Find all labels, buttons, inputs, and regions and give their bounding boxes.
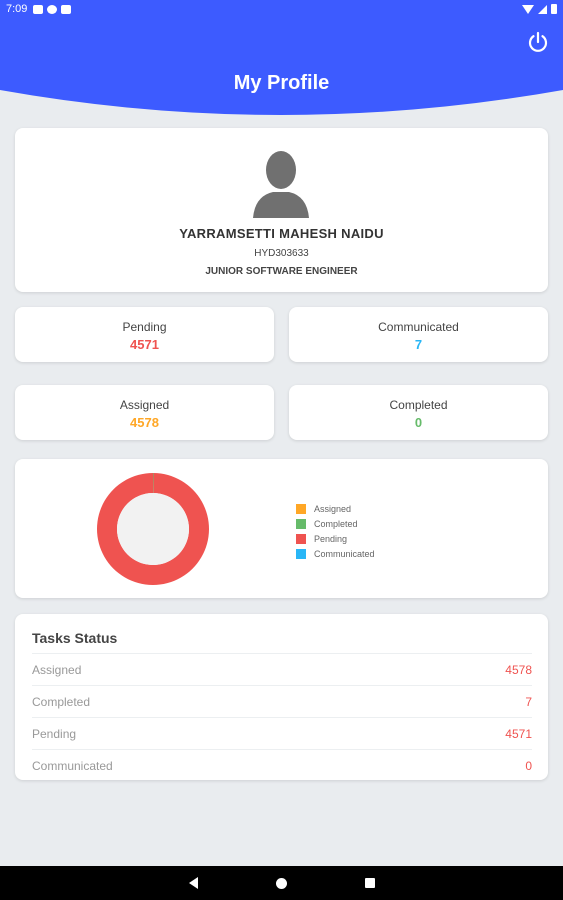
task-value: 0	[525, 758, 532, 773]
task-row-completed: Completed 7	[32, 685, 532, 717]
stat-card-pending[interactable]: Pending 4571	[15, 307, 274, 362]
notification-icon	[33, 4, 44, 14]
sd-card-icon	[61, 4, 72, 14]
stat-value: 4578	[130, 415, 159, 430]
task-label: Assigned	[32, 662, 82, 677]
status-bar: 7:09	[0, 0, 563, 18]
back-icon[interactable]	[188, 877, 198, 889]
stat-card-assigned[interactable]: Assigned 4578	[15, 385, 274, 440]
donut-hole	[117, 493, 189, 565]
employee-role: JUNIOR SOFTWARE ENGINEER	[205, 266, 358, 277]
recent-apps-icon[interactable]	[364, 878, 375, 888]
power-icon[interactable]	[526, 30, 550, 54]
legend-swatch	[296, 548, 306, 559]
task-label: Communicated	[32, 758, 113, 773]
task-row-pending: Pending 4571	[32, 717, 532, 749]
stat-label: Assigned	[119, 398, 170, 412]
app-header: My Profile	[0, 0, 563, 118]
tasks-status-card: Tasks Status Assigned 4578 Completed 7 P…	[15, 614, 548, 780]
legend-label: Pending	[314, 533, 348, 544]
signal-icon	[538, 4, 547, 14]
home-icon[interactable]	[275, 877, 287, 889]
task-row-assigned: Assigned 4578	[32, 653, 532, 685]
donut-chart[interactable]	[97, 473, 209, 585]
legend-swatch	[296, 533, 306, 544]
stat-card-communicated[interactable]: Communicated 7	[289, 307, 548, 362]
stat-label: Communicated	[378, 320, 459, 334]
task-value: 4571	[505, 726, 532, 741]
legend-label: Completed	[314, 518, 358, 529]
legend-swatch	[296, 518, 306, 529]
tasks-title: Tasks Status	[32, 630, 118, 646]
page-title: My Profile	[233, 72, 330, 94]
status-time: 7:09	[6, 3, 28, 15]
stat-card-completed[interactable]: Completed 0	[289, 385, 548, 440]
task-row-communicated: Communicated 0	[32, 749, 532, 781]
stat-value: 0	[414, 415, 423, 430]
battery-icon	[551, 4, 557, 14]
chart-card: Assigned Completed Pending Communicated	[15, 459, 548, 598]
stat-value: 7	[414, 337, 423, 352]
donut-slice-pending[interactable]	[97, 473, 209, 585]
app-notification-icon	[47, 4, 58, 14]
task-value: 4578	[505, 662, 532, 677]
legend-item-communicated: Communicated	[296, 546, 375, 561]
stat-label: Pending	[122, 320, 167, 334]
task-label: Pending	[32, 726, 77, 741]
employee-id: HYD303633	[254, 248, 309, 259]
profile-card: YARRAMSETTI MAHESH NAIDU HYD303633 JUNIO…	[15, 128, 548, 292]
wifi-icon	[522, 4, 534, 14]
chart-legend: Assigned Completed Pending Communicated	[296, 501, 375, 561]
stat-label: Completed	[389, 398, 448, 412]
donut-slice-completed[interactable]	[153, 473, 154, 494]
legend-label: Communicated	[314, 548, 375, 559]
task-label: Completed	[32, 694, 91, 709]
legend-swatch	[296, 503, 306, 514]
system-nav-bar	[0, 866, 563, 900]
task-value: 7	[525, 694, 532, 709]
stat-value: 4571	[130, 337, 159, 352]
legend-item-pending: Pending	[296, 531, 375, 546]
legend-label: Assigned	[314, 503, 352, 514]
legend-item-completed: Completed	[296, 516, 375, 531]
profile-name: YARRAMSETTI MAHESH NAIDU	[179, 226, 384, 241]
legend-item-assigned: Assigned	[296, 501, 375, 516]
person-icon	[251, 148, 311, 218]
